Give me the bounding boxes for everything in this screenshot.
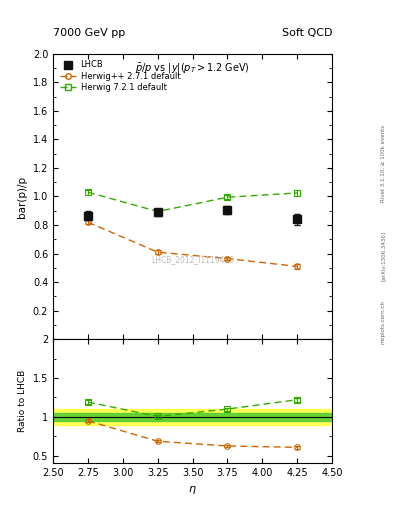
Bar xyxy=(53,413,332,421)
Text: Soft QCD: Soft QCD xyxy=(282,28,332,38)
Y-axis label: bar(p)/p: bar(p)/p xyxy=(17,176,27,218)
Legend: LHCB, Herwig++ 2.7.1 default, Herwig 7.2.1 default: LHCB, Herwig++ 2.7.1 default, Herwig 7.2… xyxy=(57,58,183,94)
Bar xyxy=(53,409,332,424)
X-axis label: $\eta$: $\eta$ xyxy=(188,484,197,496)
Text: 7000 GeV pp: 7000 GeV pp xyxy=(53,28,125,38)
Text: [arXiv:1306.3436]: [arXiv:1306.3436] xyxy=(381,231,386,281)
Y-axis label: Ratio to LHCB: Ratio to LHCB xyxy=(18,370,27,433)
Text: LHCB_2012_I1119400: LHCB_2012_I1119400 xyxy=(151,255,234,264)
Text: mcplots.cern.ch: mcplots.cern.ch xyxy=(381,301,386,345)
Text: Rivet 3.1.10, ≥ 100k events: Rivet 3.1.10, ≥ 100k events xyxy=(381,125,386,202)
Text: $\bar{p}/p$ vs $|y|$($p_T > 1.2$ GeV): $\bar{p}/p$ vs $|y|$($p_T > 1.2$ GeV) xyxy=(135,62,250,76)
